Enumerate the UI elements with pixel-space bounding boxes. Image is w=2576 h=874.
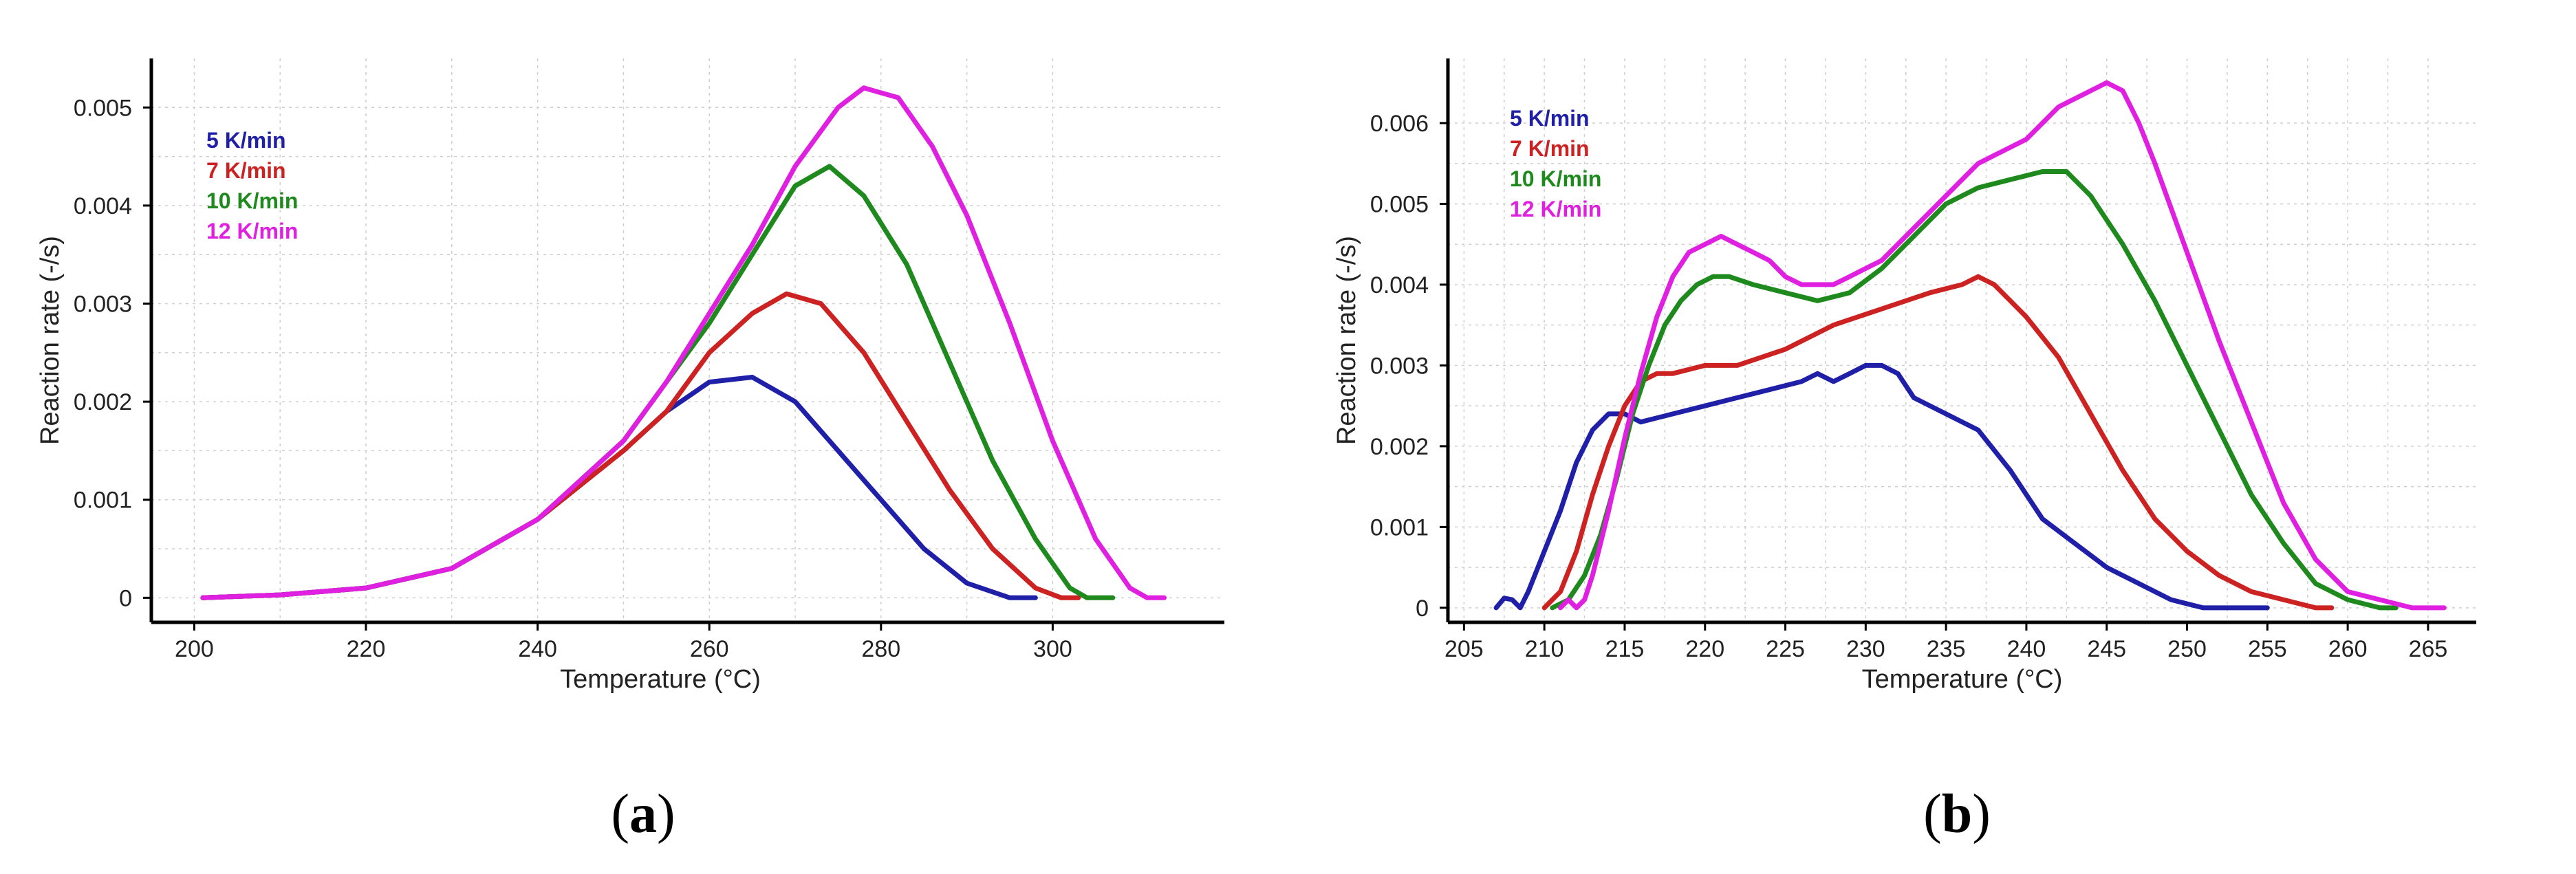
x-tick-label: 210 (1525, 636, 1564, 662)
panel-label-open-paren: ( (611, 784, 629, 844)
x-tick-label: 260 (2328, 636, 2368, 662)
y-tick-label: 0.005 (74, 95, 132, 121)
y-tick-label: 0 (119, 585, 132, 611)
y-tick-label: 0.001 (1370, 514, 1429, 540)
x-tick-label: 230 (1846, 636, 1885, 662)
panel-label-letter: a (629, 784, 657, 844)
series-line-12-k-min (200, 85, 1167, 600)
legend-entry: 10 K/min (1510, 166, 1601, 191)
y-tick-label: 0.005 (1370, 191, 1429, 217)
x-tick-label: 245 (2087, 636, 2126, 662)
x-tick-label: 200 (175, 636, 214, 662)
y-tick-label: 0.001 (74, 488, 132, 514)
y-tick-label: 0 (1416, 596, 1429, 622)
legend-entry: 5 K/min (1510, 106, 1590, 131)
panel-label-letter: b (1942, 784, 1973, 844)
x-axis-label: Temperature (°C) (560, 665, 761, 694)
legend-entry: 5 K/min (206, 128, 286, 153)
panel-label: (a) (611, 784, 675, 844)
x-tick-label: 255 (2248, 636, 2287, 662)
x-tick-label: 235 (1927, 636, 1966, 662)
chart-panel-b: 205 210 215 220 225 230 235 240 245 250 255 260 265 0… (1332, 58, 2476, 844)
x-tick-label: 260 (690, 636, 729, 662)
y-tick-label: 0.003 (74, 292, 132, 318)
panel-label-open-paren: ( (1923, 784, 1942, 844)
legend-entry: 7 K/min (206, 158, 286, 183)
panel-label-close-paren: ) (1972, 784, 1991, 844)
x-tick-label: 280 (861, 636, 900, 662)
series-line-10-k-min (1550, 169, 2399, 611)
y-tick-label: 0.003 (1370, 353, 1429, 379)
legend-entry: 12 K/min (1510, 197, 1601, 221)
series-line-5-k-min (200, 375, 1038, 600)
y-tick-label: 0.006 (1370, 111, 1429, 137)
x-tick-label: 250 (2167, 636, 2207, 662)
series-line-7-k-min (1541, 274, 2335, 611)
y-axis-label: Reaction rate (-/s) (36, 236, 65, 445)
y-axis-label: Reaction rate (-/s) (1332, 236, 1361, 445)
x-tick-label: 205 (1444, 636, 1484, 662)
chart-panel-a: 200 220 240 260 280 300 0 0.001 0.002 0.003 0.004 0… (36, 58, 1224, 844)
x-tick-label: 265 (2409, 636, 2448, 662)
series-line-10-k-min (200, 164, 1116, 600)
y-tick-label: 0.002 (1370, 434, 1429, 460)
x-tick-label: 220 (347, 636, 386, 662)
y-tick-label: 0.002 (74, 389, 132, 415)
legend-entry: 12 K/min (206, 219, 298, 243)
y-tick-label: 0.004 (74, 193, 132, 219)
x-tick-label: 215 (1605, 636, 1645, 662)
x-axis-label: Temperature (°C) (1862, 665, 2063, 694)
series-line-5-k-min (1493, 362, 2270, 611)
x-tick-label: 240 (2007, 636, 2046, 662)
legend-entry: 7 K/min (1510, 136, 1590, 161)
panel-label-close-paren: ) (657, 784, 675, 844)
x-tick-label: 220 (1685, 636, 1724, 662)
x-tick-label: 240 (518, 636, 557, 662)
x-tick-label: 225 (1766, 636, 1805, 662)
panel-label: (b) (1923, 784, 1991, 844)
series-line-7-k-min (200, 291, 1081, 600)
series-line-12-k-min (1558, 80, 2447, 611)
x-tick-label: 300 (1033, 636, 1072, 662)
y-tick-label: 0.004 (1370, 272, 1429, 298)
legend-entry: 10 K/min (206, 188, 298, 213)
